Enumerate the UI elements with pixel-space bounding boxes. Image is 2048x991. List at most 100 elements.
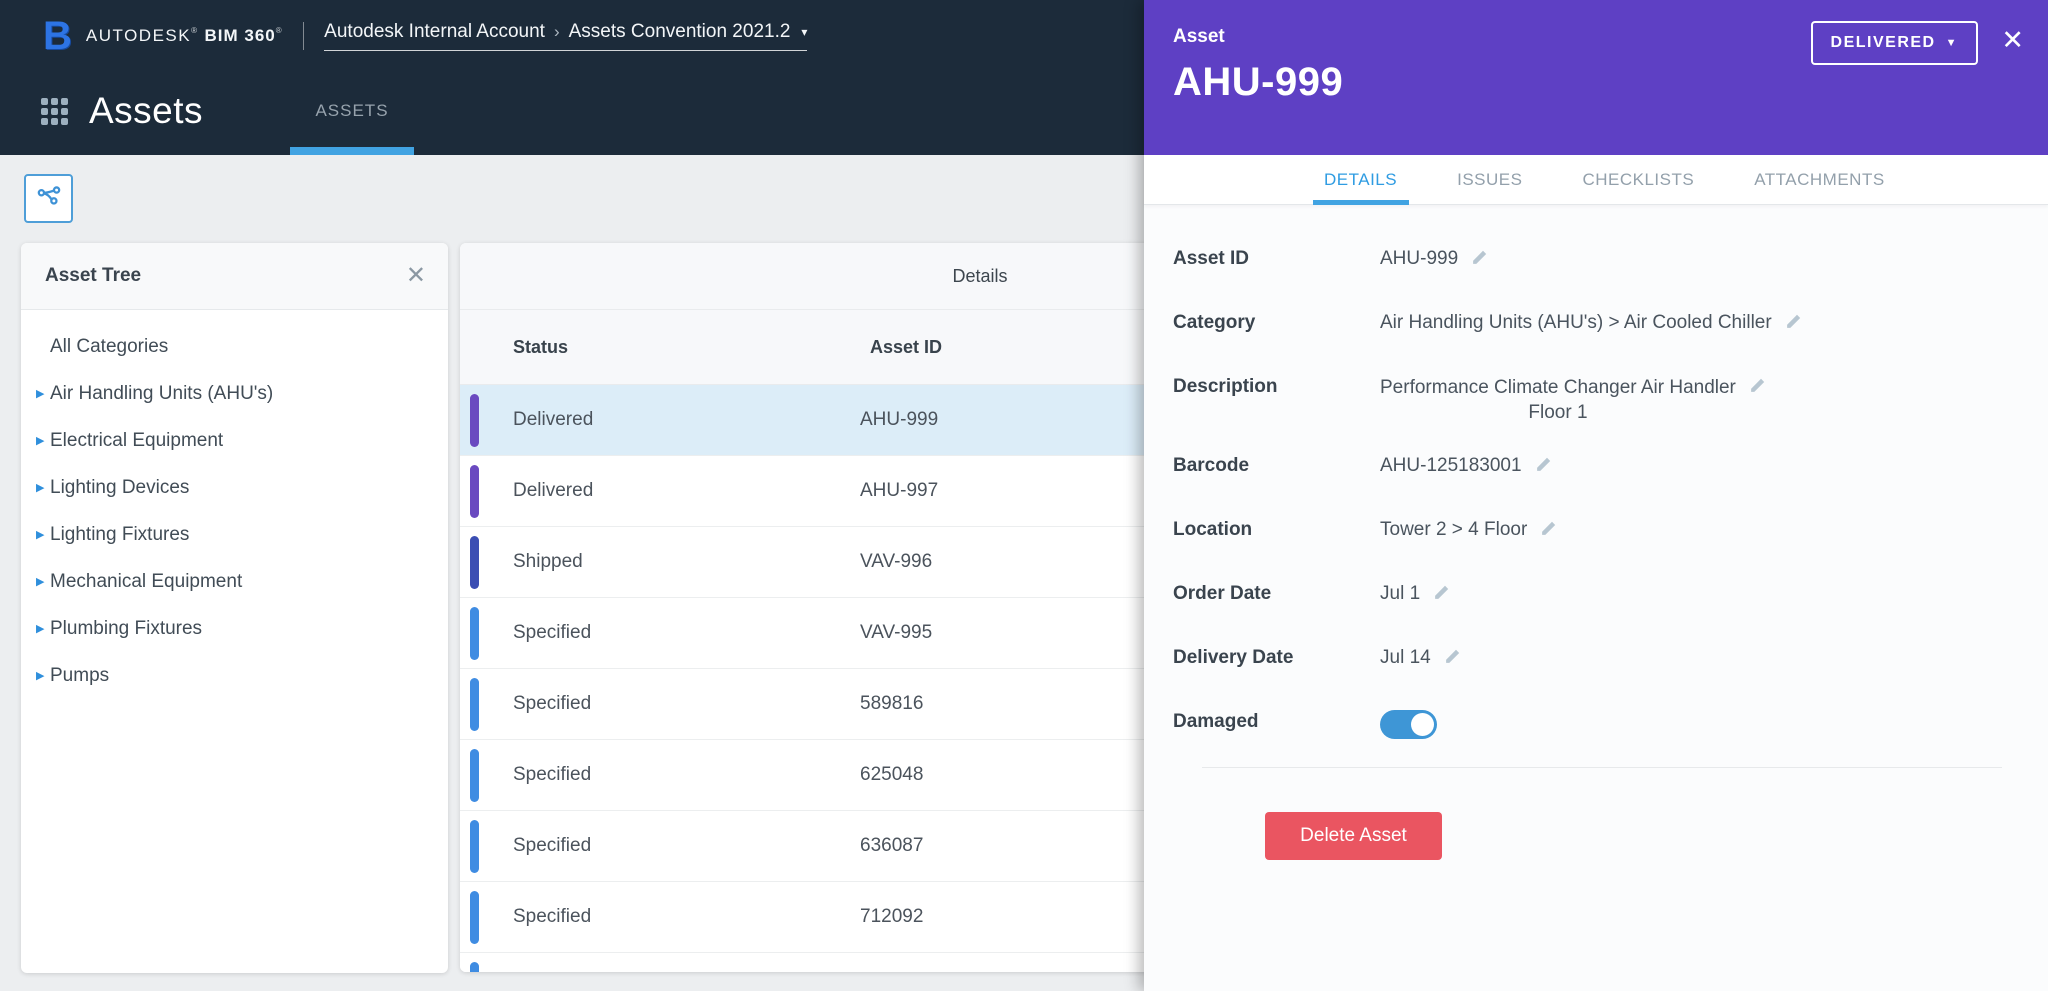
tab-details[interactable]: DETAILS xyxy=(1324,155,1397,205)
table-rows: Delivered AHU-999 Delivered AHU-997 Ship… xyxy=(460,385,1160,972)
asset-tree-panel: Asset Tree ✕ ▶ All Categories ▶ Air Hand… xyxy=(21,243,448,973)
table-row[interactable] xyxy=(460,953,1160,972)
tab-assets-active-indicator xyxy=(290,147,414,155)
table-column-headers: Status Asset ID xyxy=(460,309,1160,385)
autodesk-trademark: ® xyxy=(191,26,199,35)
tree-item-lighting-devices[interactable]: ▶ Lighting Devices xyxy=(36,476,190,498)
tree-item-mechanical-equipment[interactable]: ▶ Mechanical Equipment xyxy=(36,570,243,592)
asset-tree-close-icon[interactable]: ✕ xyxy=(405,262,426,289)
category-value: Air Handling Units (AHU's) > Air Cooled … xyxy=(1380,312,1772,333)
table-group-header: Details xyxy=(460,243,1160,309)
brand-autodesk: AUTODESK xyxy=(85,26,192,45)
description-value: Performance Climate Changer Air Handler … xyxy=(1380,377,1736,423)
breadcrumb-account[interactable]: Autodesk Internal Account xyxy=(324,21,545,42)
tree-item-lighting-fixtures[interactable]: ▶ Lighting Fixtures xyxy=(36,523,190,545)
table-row[interactable]: Delivered AHU-997 xyxy=(460,456,1160,527)
expand-arrow-icon[interactable]: ▶ xyxy=(36,576,45,588)
detail-panel-body: Asset ID AHU-999 Category Air Handling U… xyxy=(1144,205,2048,860)
tree-item-all-categories[interactable]: ▶ All Categories xyxy=(50,335,169,357)
tree-item-air-handling-units[interactable]: ▶ Air Handling Units (AHU's) xyxy=(36,382,274,404)
breadcrumb-project[interactable]: Assets Convention 2021.2 xyxy=(568,21,791,42)
status-bar xyxy=(470,748,479,802)
expand-arrow-icon[interactable]: ▶ xyxy=(36,482,45,494)
expand-arrow-icon[interactable]: ▶ xyxy=(36,623,45,635)
edit-pencil-icon[interactable] xyxy=(1540,520,1557,537)
expand-arrow-icon[interactable]: ▶ xyxy=(36,435,45,447)
column-header-status: Status xyxy=(513,336,569,357)
chevron-down-icon: ▾ xyxy=(801,25,808,39)
app-grid-icon[interactable] xyxy=(41,97,68,125)
field-barcode: Barcode AHU-125183001 xyxy=(1173,454,2024,477)
table-row[interactable]: Specified 625048 xyxy=(460,740,1160,811)
dropdown-caret-icon: ▼ xyxy=(1945,37,1958,49)
tab-attachments[interactable]: ATTACHMENTS xyxy=(1754,169,1885,189)
location-value: Tower 2 > 4 Floor xyxy=(1380,519,1528,540)
delivery-date-value: Jul 14 xyxy=(1380,647,1431,668)
status-bar xyxy=(470,961,479,972)
tab-issues[interactable]: ISSUES xyxy=(1457,169,1523,189)
page-title: Assets xyxy=(89,90,204,131)
field-delivery-date: Delivery Date Jul 14 xyxy=(1173,646,2024,669)
breadcrumb[interactable]: Autodesk Internal Account › Assets Conve… xyxy=(324,21,808,51)
asset-table: Details Status Asset ID Delivered AHU-99… xyxy=(460,243,1160,972)
edit-pencil-icon[interactable] xyxy=(1444,648,1461,665)
table-row[interactable]: Specified 589816 xyxy=(460,669,1160,740)
expand-arrow-icon[interactable]: ▶ xyxy=(36,529,45,541)
expand-arrow-icon[interactable]: ▶ xyxy=(36,670,45,682)
order-date-value: Jul 1 xyxy=(1380,583,1421,604)
asset-tree-toggle-button[interactable] xyxy=(24,174,73,223)
table-row[interactable]: Delivered AHU-999 xyxy=(460,385,1160,456)
column-header-asset-id: Asset ID xyxy=(870,336,943,357)
asset-type-label: Asset xyxy=(1173,26,1225,47)
field-asset-id: Asset ID AHU-999 xyxy=(1173,247,2024,270)
tree-item-plumbing-fixtures[interactable]: ▶ Plumbing Fixtures xyxy=(36,617,203,639)
product-trademark: ® xyxy=(275,26,284,35)
table-row[interactable]: Shipped VAV-996 xyxy=(460,527,1160,598)
breadcrumb-separator-icon: › xyxy=(553,22,560,41)
field-order-date: Order Date Jul 1 xyxy=(1173,582,2024,605)
field-damaged: Damaged xyxy=(1173,710,2024,739)
detail-panel-tabs: DETAILS ISSUES CHECKLISTS ATTACHMENTS xyxy=(1144,155,2048,205)
tree-item-electrical-equipment[interactable]: ▶ Electrical Equipment xyxy=(36,429,224,451)
brand-product: BIM 360 xyxy=(204,26,276,45)
table-row[interactable]: Specified 636087 xyxy=(460,811,1160,882)
tab-checklists[interactable]: CHECKLISTS xyxy=(1582,169,1695,189)
tree-branch-icon xyxy=(36,183,62,214)
asset-detail-header: Asset AHU-999 DELIVERED ▼ ✕ xyxy=(1144,0,2048,155)
asset-tree-title: Asset Tree xyxy=(45,265,142,286)
status-dropdown-button[interactable]: DELIVERED ▼ xyxy=(1810,21,1978,65)
field-category: Category Air Handling Units (AHU's) > Ai… xyxy=(1173,311,2024,334)
status-bar xyxy=(470,535,479,589)
edit-pencil-icon[interactable] xyxy=(1785,313,1802,330)
edit-pencil-icon[interactable] xyxy=(1471,249,1488,266)
status-bar xyxy=(470,464,479,518)
edit-pencil-icon[interactable] xyxy=(1535,456,1552,473)
tree-item-pumps[interactable]: ▶ Pumps xyxy=(36,664,110,686)
tab-assets[interactable]: ASSETS xyxy=(315,101,389,120)
table-row[interactable]: Specified VAV-995 xyxy=(460,598,1160,669)
status-bar xyxy=(470,606,479,660)
panel-close-icon[interactable]: ✕ xyxy=(2001,25,2024,55)
header-divider xyxy=(303,22,305,50)
edit-pencil-icon[interactable] xyxy=(1433,584,1450,601)
field-location: Location Tower 2 > 4 Floor xyxy=(1173,518,2024,541)
damaged-toggle[interactable] xyxy=(1380,710,1437,739)
details-column-group-label: Details xyxy=(952,266,1008,286)
asset-detail-panel: Asset AHU-999 DELIVERED ▼ ✕ DETAILS ISSU… xyxy=(1144,0,2048,991)
asset-title: AHU-999 xyxy=(1173,60,1344,104)
brand-row: B AUTODESK® BIM 360® Autodesk Internal Ac… xyxy=(43,14,808,58)
barcode-value: AHU-125183001 xyxy=(1380,455,1522,476)
toggle-knob xyxy=(1411,713,1434,736)
expand-arrow-icon[interactable]: ▶ xyxy=(36,388,45,400)
table-row[interactable]: Specified 712092 xyxy=(460,882,1160,953)
status-bar xyxy=(470,393,479,447)
brand-text: AUTODESK® BIM 360® xyxy=(86,26,283,46)
edit-pencil-icon[interactable] xyxy=(1749,377,1766,394)
status-bar xyxy=(470,677,479,731)
panel-divider xyxy=(1202,767,2002,768)
asset-id-value: AHU-999 xyxy=(1380,248,1459,269)
delete-asset-button[interactable]: Delete Asset xyxy=(1265,812,1442,860)
asset-tree-list: ▶ All Categories ▶ Air Handling Units (A… xyxy=(21,310,448,699)
asset-tree-header: Asset Tree ✕ xyxy=(21,243,448,310)
bim360-logo: B xyxy=(43,14,72,58)
